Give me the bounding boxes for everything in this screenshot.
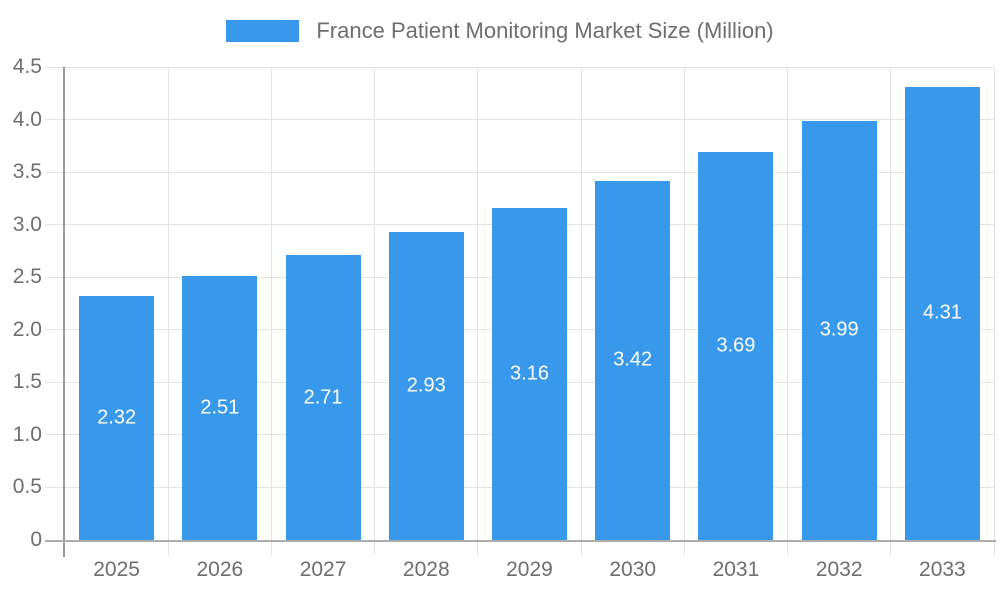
y-axis-tick-label: 4.5 (12, 55, 42, 78)
x-axis-tick-label: 2033 (919, 558, 966, 581)
y-axis-line (63, 67, 65, 557)
x-gridline (374, 67, 376, 555)
legend-label: France Patient Monitoring Market Size (M… (316, 18, 774, 43)
bar-value-label: 4.31 (922, 301, 962, 324)
bar-value-label: 2.93 (406, 374, 446, 397)
x-axis-tick-label: 2027 (299, 558, 347, 581)
bar-2033: 4.31 (904, 86, 980, 540)
legend-item[interactable]: France Patient Monitoring Market Size (M… (0, 14, 1000, 48)
y-axis-tick-label: 1.5 (12, 370, 42, 394)
bar-2025: 2.32 (79, 296, 155, 540)
x-axis-tick-label: 2030 (609, 558, 657, 581)
x-gridline (993, 67, 995, 555)
x-gridline (167, 67, 169, 555)
bar-2031: 3.69 (698, 152, 774, 540)
plot-area: 0 0.5 1.0 1.5 2.0 2.5 3.0 3.5 4.0 4.5 2.32 2025 2.51… (13, 55, 996, 581)
bar-2026: 2.51 (182, 276, 258, 540)
bar-value-label: 3.99 (819, 318, 859, 341)
x-gridline (683, 67, 685, 555)
bar-value-label: 3.16 (510, 362, 549, 385)
x-gridline (787, 67, 789, 555)
x-axis-line (45, 540, 996, 542)
x-axis-tick-label: 2032 (815, 558, 863, 581)
bar-value-label: 3.42 (613, 348, 653, 371)
x-axis-tick-label: 2031 (712, 558, 760, 581)
bar-2029: 3.16 (492, 207, 567, 540)
bar-2032: 3.99 (801, 120, 877, 540)
x-axis-tick-label: 2029 (506, 558, 553, 581)
x-axis-tick-label: 2028 (402, 558, 450, 581)
y-gridline (45, 119, 994, 121)
x-gridline (477, 67, 479, 555)
legend-swatch (226, 20, 300, 42)
y-axis-tick-label: 4.0 (12, 107, 42, 131)
y-axis-tick-label: 3.0 (12, 212, 42, 236)
bar-2030: 3.42 (595, 180, 671, 540)
y-axis-tick-label: 3.5 (12, 160, 42, 184)
y-axis-tick-label: 1.0 (12, 422, 42, 446)
x-gridline (580, 67, 582, 555)
x-gridline (270, 67, 272, 555)
x-axis-tick-label: 2025 (93, 558, 140, 581)
y-gridline (45, 171, 994, 173)
bar-value-label: 2.51 (200, 396, 240, 419)
x-axis-tick-label: 2026 (196, 558, 244, 581)
x-gridline (890, 67, 892, 555)
bar-value-label: 2.71 (303, 386, 343, 409)
bar-2027: 2.71 (285, 255, 361, 540)
bar-value-label: 3.69 (716, 334, 756, 357)
bar-2028: 2.93 (388, 232, 464, 540)
y-gridline (45, 66, 994, 68)
y-axis-tick-label: 2.5 (12, 265, 42, 289)
y-axis-tick-label: 0 (30, 528, 42, 551)
y-axis-tick-label: 2.0 (12, 317, 42, 341)
y-axis-tick-label: 0.5 (12, 475, 42, 499)
bar-value-label: 2.32 (97, 406, 137, 429)
